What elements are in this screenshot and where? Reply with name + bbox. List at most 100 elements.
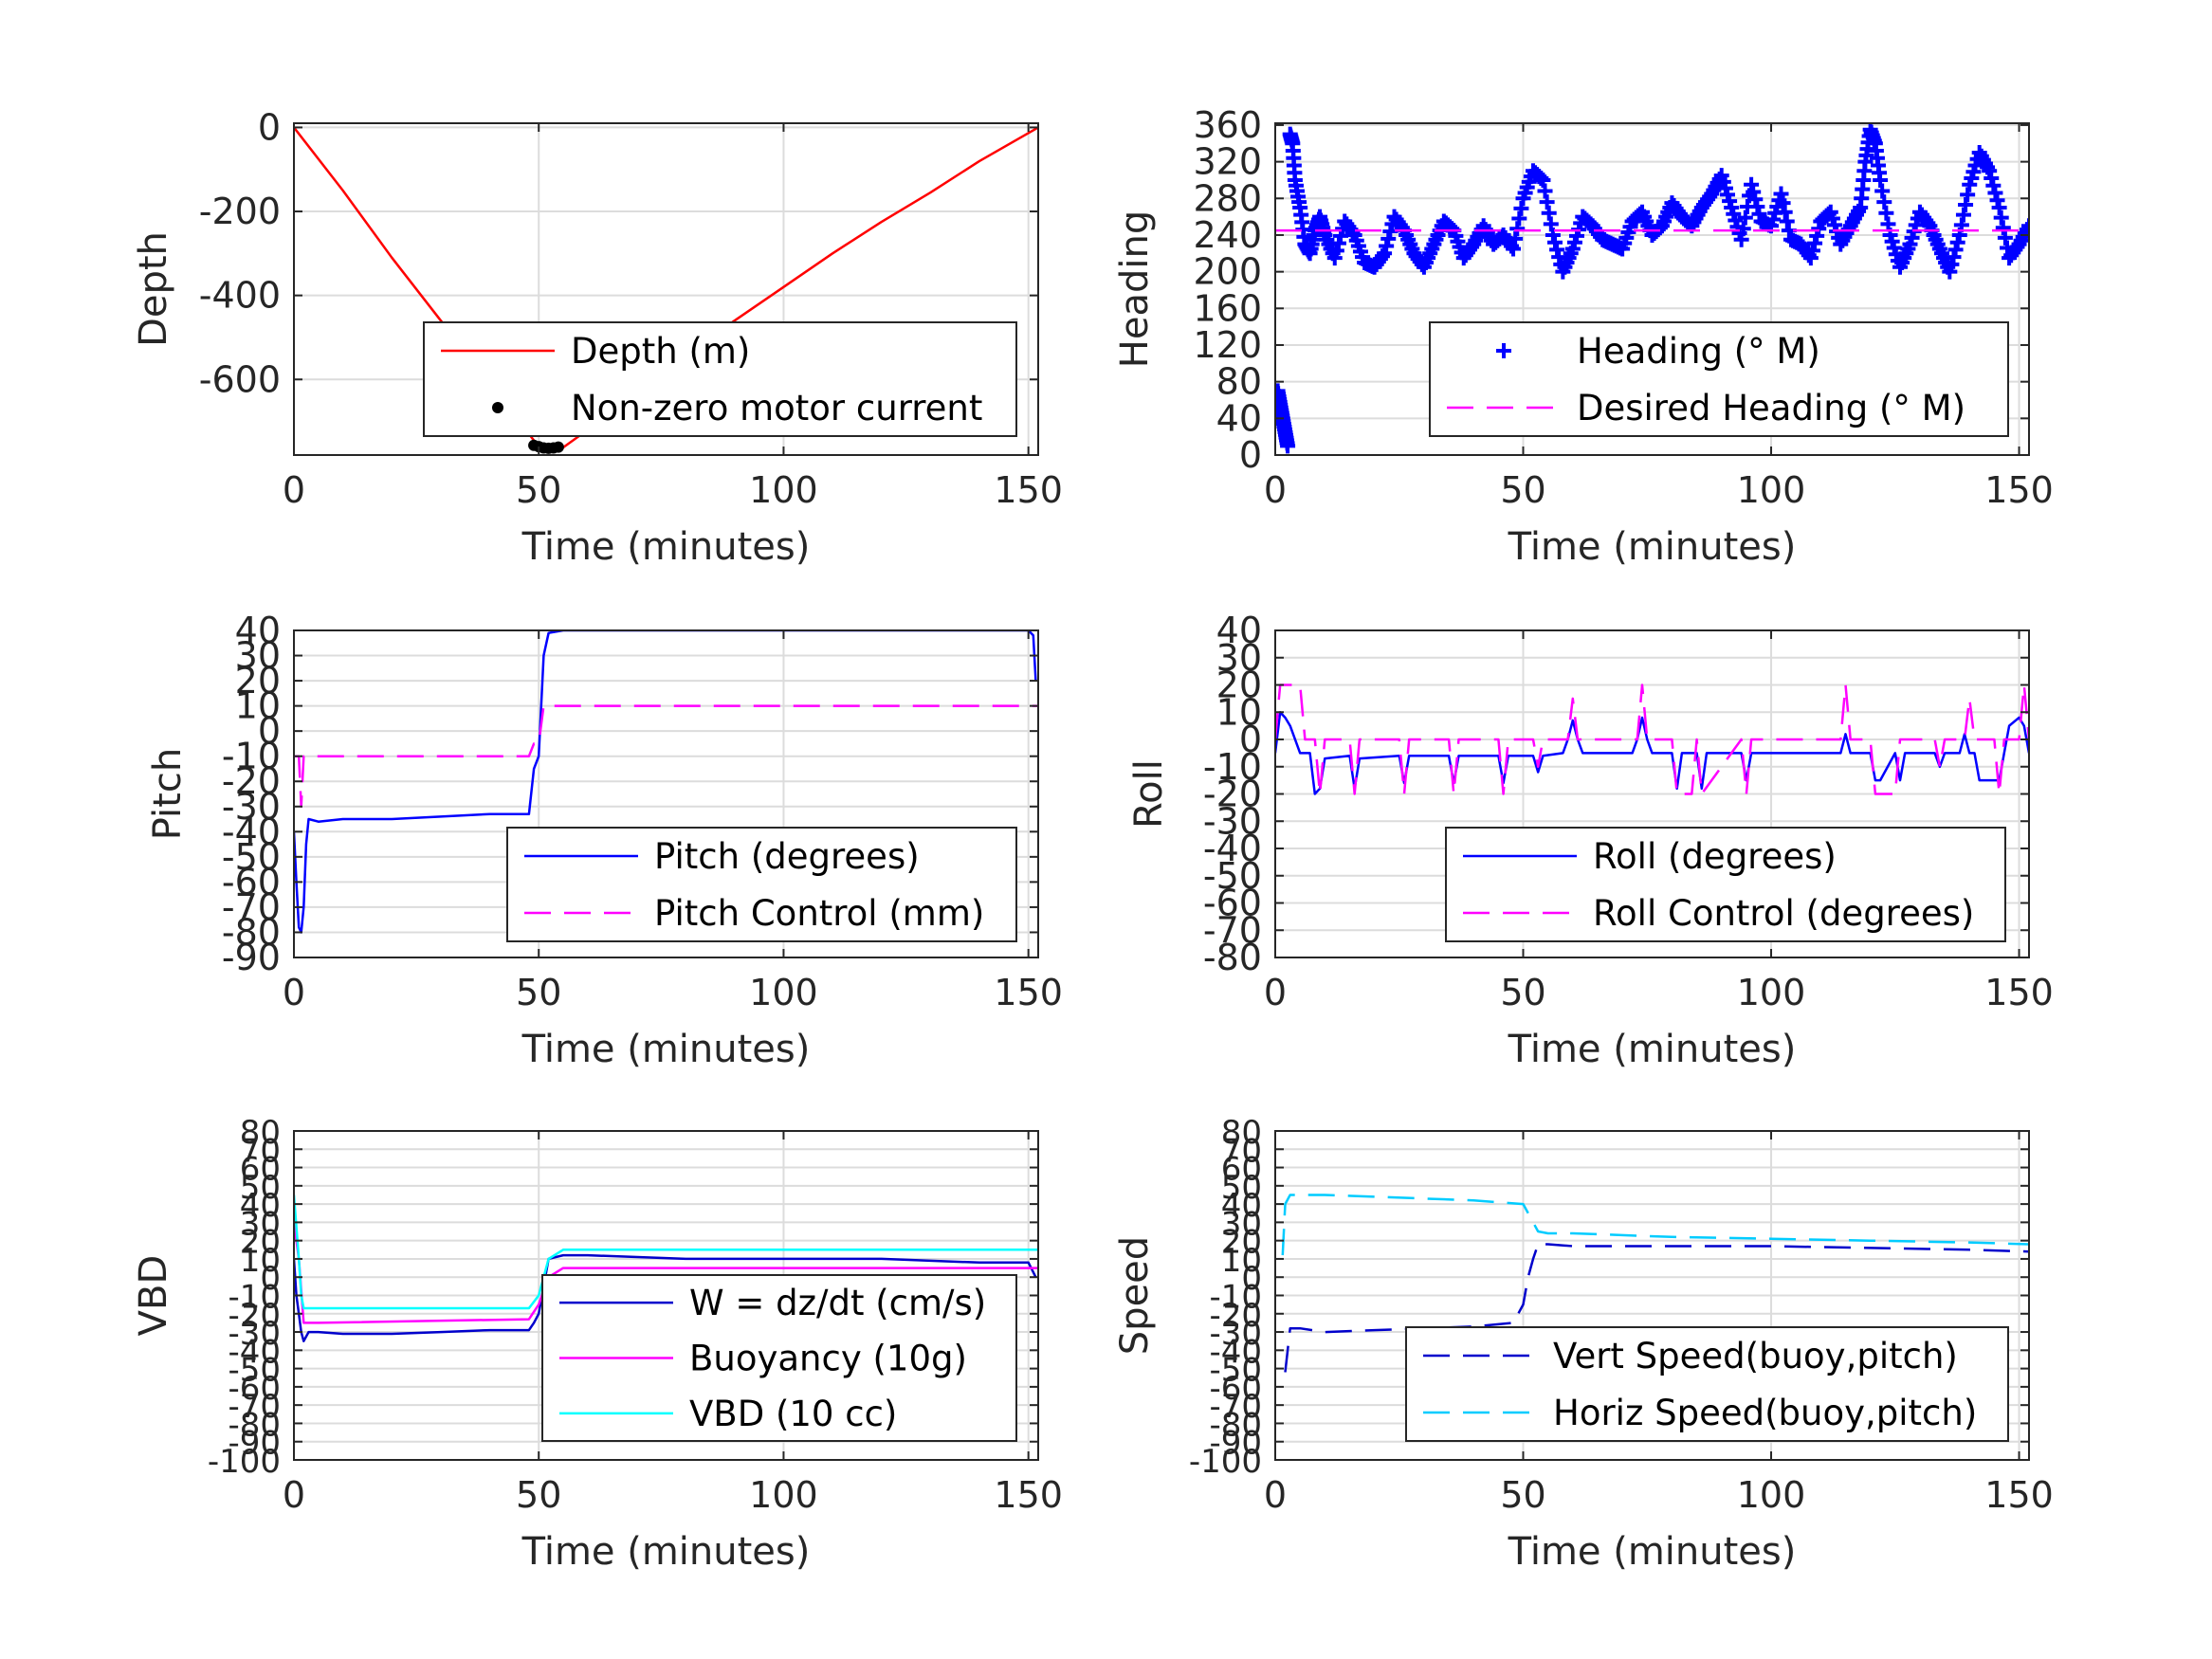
vbd-y-tick-label: -100: [208, 1443, 281, 1481]
pitch-x-tick-label: 150: [994, 972, 1063, 1013]
speed-x-axis-label: Time (minutes): [1508, 1530, 1797, 1574]
vbd-y-tick-label: 30: [240, 1205, 281, 1243]
speed-legend: Vert Speed(buoy,pitch) Horiz Speed(buoy,p…: [1405, 1326, 2009, 1442]
roll-x-tick-label: 100: [1737, 972, 1806, 1013]
vbd-y-tick-label: 40: [240, 1187, 281, 1225]
vbd-y-tick-label: -10: [228, 1279, 281, 1317]
roll-y-tick-label: -70: [1203, 909, 1262, 951]
speed-y-tick-label: 20: [1221, 1224, 1262, 1262]
heading-series-0-point: [1949, 234, 1965, 250]
vbd-x-tick-label: 150: [994, 1474, 1063, 1516]
pitch-series-0-line: [294, 630, 1037, 934]
vbd-y-axis-label: VBD: [132, 1255, 175, 1337]
roll-y-tick-label: -30: [1203, 800, 1262, 842]
vbd-y-tick-label: -60: [228, 1370, 281, 1408]
speed-y-tick-label: -20: [1209, 1297, 1262, 1335]
roll-x-axis-label: Time (minutes): [1508, 1028, 1797, 1071]
pitch-y-tick-label: -10: [222, 736, 281, 777]
pitch-axes-box: [293, 629, 1039, 958]
speed-y-tick-label: 10: [1221, 1242, 1262, 1280]
heading-y-axis-label: Heading: [1113, 210, 1157, 368]
pitch-y-tick-label: -80: [222, 911, 281, 953]
vbd-y-tick-label: 80: [240, 1114, 281, 1152]
speed-y-tick-label: -90: [1209, 1425, 1262, 1463]
speed-y-tick-label: 60: [1221, 1151, 1262, 1189]
pitch-y-tick-label: 30: [235, 635, 281, 677]
depth-legend-label: Depth (m): [571, 331, 750, 372]
vbd-y-tick-label: -50: [228, 1352, 281, 1390]
roll-y-tick-label: 30: [1216, 637, 1262, 679]
heading-series-0-point: [1330, 235, 1346, 251]
pitch-legend-label: Pitch (degrees): [654, 836, 920, 877]
heading-series-0-point: [1873, 172, 1889, 188]
speed-y-tick-label: 80: [1221, 1114, 1262, 1152]
speed-legend-label: Horiz Speed(buoy,pitch): [1553, 1393, 1977, 1433]
heading-series-group: [1275, 123, 2029, 454]
heading-x-tick-label: 150: [1984, 469, 2054, 511]
pitch-legend-box: [506, 827, 1017, 942]
speed-y-tick-label: -70: [1209, 1388, 1262, 1426]
heading-series-0-point: [1955, 207, 1971, 223]
heading-series-0-point: [1379, 238, 1395, 254]
heading-series-0-point: [1747, 191, 1764, 208]
vbd-x-tick-label: 50: [516, 1474, 561, 1516]
heading-series-0-point: [1508, 230, 1524, 246]
depth-chart: 0 50 100 150 0 -200 -400 -600 Time (minutes) Dept…: [132, 106, 1063, 569]
depth-x-axis-label: Time (minutes): [521, 525, 811, 569]
heading-y-tick-label: 80: [1216, 361, 1262, 403]
depth-y-axis-label: Depth: [132, 231, 175, 347]
heading-legend-label: Desired Heading (° M): [1577, 388, 1965, 428]
heading-series-0-point: [1374, 248, 1390, 264]
roll-x-tick-label: 50: [1500, 972, 1545, 1013]
speed-x-tick-label: 0: [1264, 1474, 1287, 1516]
roll-y-tick-label: -20: [1203, 774, 1262, 815]
heading-legend-box: [1429, 321, 2009, 437]
heading-x-tick-label: 0: [1264, 469, 1287, 511]
heading-series-0-point: [1380, 230, 1397, 246]
pitch-y-axis-label: Pitch: [146, 748, 190, 840]
roll-x-tick-label: 150: [1984, 972, 2054, 1013]
heading-series-0-point: [1328, 243, 1344, 259]
heading-series-0-point: [1880, 216, 1896, 232]
pitch-y-tick-label: -60: [222, 861, 281, 902]
heading-series-0-point: [1989, 192, 2005, 209]
roll-y-axis-label: Roll: [1127, 759, 1171, 829]
vbd-series-2-line: [294, 1194, 1038, 1310]
pitch-legend: Pitch (degrees) Pitch Control (mm): [506, 827, 1017, 942]
vbd-y-tick-label: -20: [228, 1297, 281, 1335]
heading-y-tick-label: 120: [1193, 324, 1262, 366]
depth-series-1-point: [552, 441, 564, 453]
heading-series-0-point: [1985, 177, 2002, 193]
heading-series-0-point: [1987, 185, 2003, 201]
speed-series-group: [1281, 1194, 2029, 1373]
heading-series-0-point: [1344, 225, 1361, 241]
heading-series-0-point: [1377, 246, 1393, 262]
heading-y-tick-label: 160: [1193, 287, 1262, 329]
roll-series-group: [1275, 684, 2029, 795]
heading-series-0-point: [1993, 210, 2009, 226]
speed-chart: 0 50 100 15080706050403020100-10-20-30-40-5…: [1113, 1114, 2054, 1574]
heading-series-0-point: [1733, 231, 1749, 247]
speed-y-tick-label: 70: [1221, 1132, 1262, 1170]
heading-x-tick-label: 100: [1737, 469, 1806, 511]
roll-series-1-line: [1275, 684, 2029, 795]
speed-y-tick-label: -50: [1209, 1352, 1262, 1390]
heading-series-0-point: [1995, 220, 2011, 236]
vbd-y-tick-label: -70: [228, 1388, 281, 1426]
heading-x-axis-label: Time (minutes): [1508, 525, 1797, 569]
vbd-y-tick-label: 60: [240, 1151, 281, 1189]
depth-y-tick-label: -400: [199, 275, 281, 317]
vbd-x-tick-label: 0: [283, 1474, 305, 1516]
pitch-y-tick-label: -50: [222, 836, 281, 878]
heading-series-0-point: [1807, 235, 1823, 251]
heading-series-0-point: [1749, 198, 1765, 214]
heading-legend-label: Heading (° M): [1577, 331, 1820, 372]
speed-y-tick-label: 40: [1221, 1187, 1262, 1225]
pitch-y-tick-label: -90: [222, 937, 281, 978]
heading-series-0-point: [1946, 249, 1962, 265]
roll-y-tick-label: 0: [1239, 719, 1262, 760]
heading-series-0-point: [1513, 200, 1529, 216]
heading-y-tick-label: 40: [1216, 397, 1262, 439]
roll-y-tick-label: -10: [1203, 746, 1262, 788]
pitch-x-tick-label: 50: [516, 972, 561, 1013]
